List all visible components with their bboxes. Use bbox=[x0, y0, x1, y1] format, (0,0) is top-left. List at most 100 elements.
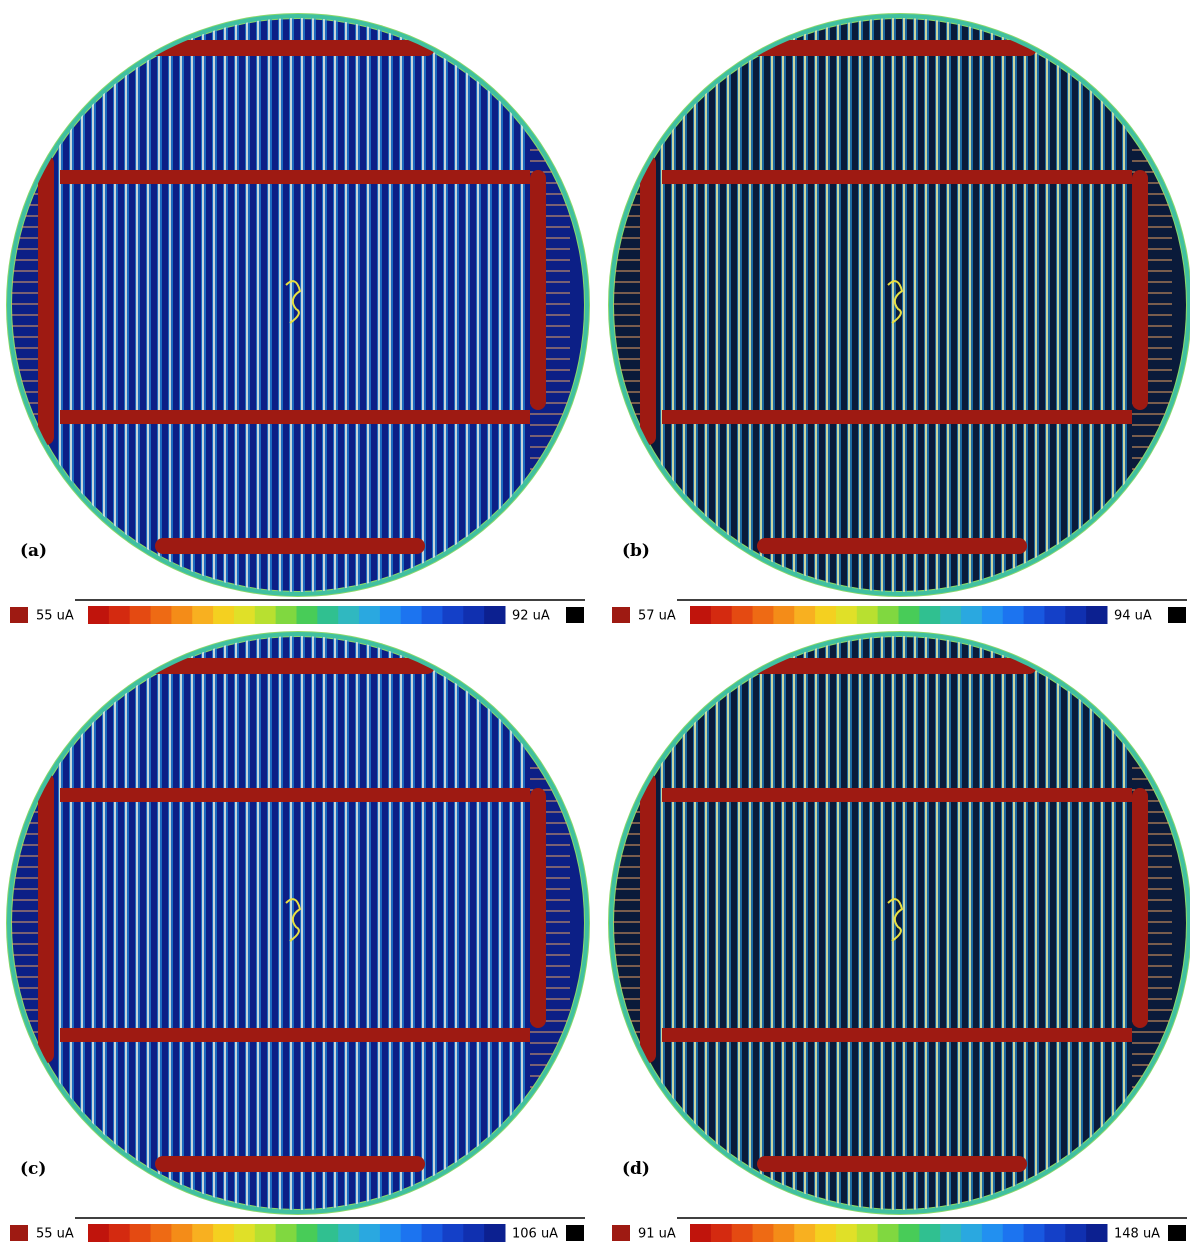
colorbar-step bbox=[317, 1224, 339, 1242]
contact-mark bbox=[887, 280, 904, 324]
colorbar-step bbox=[1002, 1224, 1025, 1242]
colorbar-step bbox=[1065, 1224, 1087, 1242]
colorbar-step bbox=[1002, 606, 1025, 624]
busbar-right bbox=[1132, 170, 1148, 410]
panel: (b) 57 uA 94 uA bbox=[608, 13, 1190, 624]
colorbar-step bbox=[129, 606, 152, 624]
colorbar-step bbox=[150, 606, 172, 624]
colorbar-step bbox=[794, 1224, 816, 1242]
cell-body bbox=[12, 637, 584, 1209]
colorbar-step bbox=[856, 1224, 879, 1242]
max-swatch bbox=[1168, 607, 1186, 623]
cell-edge bbox=[7, 632, 589, 1214]
colorbar-step bbox=[1023, 1224, 1045, 1242]
colorbar-step bbox=[898, 606, 920, 624]
colorbar-step bbox=[940, 606, 962, 624]
busbar-bottom bbox=[155, 1156, 425, 1172]
colorbar-step bbox=[442, 606, 464, 624]
colorbar-step bbox=[898, 1224, 920, 1242]
panel-label: (c) bbox=[20, 1159, 46, 1179]
colorbar-step bbox=[359, 1224, 381, 1242]
colorbar-step bbox=[108, 606, 131, 624]
busbar-right bbox=[530, 170, 546, 410]
colorbar-min: 57 uA bbox=[638, 609, 676, 624]
busbar-left bbox=[38, 773, 54, 1063]
colorbar-step bbox=[1023, 606, 1045, 624]
colorbar-step bbox=[379, 606, 402, 624]
colorbar-step bbox=[192, 1224, 214, 1242]
colorbar-step bbox=[919, 606, 941, 624]
colorbar-step bbox=[835, 1224, 858, 1242]
colorbar-step bbox=[213, 606, 235, 624]
colorbar-step bbox=[275, 606, 297, 624]
colorbar-step bbox=[856, 606, 879, 624]
busbar-left bbox=[640, 773, 656, 1063]
colorbar-step bbox=[1044, 606, 1066, 624]
colorbar-step bbox=[233, 606, 256, 624]
colorbar-step bbox=[317, 606, 339, 624]
colorbar-step bbox=[710, 1224, 733, 1242]
panel: (a) 55 uA 92 uA bbox=[6, 13, 590, 624]
colorbar-step bbox=[442, 1224, 464, 1242]
colorbar-step bbox=[919, 1224, 941, 1242]
colorbar-step bbox=[773, 606, 795, 624]
busbar-left bbox=[640, 155, 656, 445]
colorbar-step bbox=[400, 1224, 423, 1242]
busbar-top bbox=[145, 658, 435, 674]
colorbar-step bbox=[815, 606, 837, 624]
colorbar-step bbox=[275, 1224, 297, 1242]
colorbar-step bbox=[400, 606, 423, 624]
colorbar-step bbox=[940, 1224, 962, 1242]
colorbar-step bbox=[338, 1224, 360, 1242]
colorbar-step bbox=[254, 1224, 277, 1242]
colorbar-step bbox=[254, 606, 277, 624]
colorbar-min: 91 uA bbox=[638, 1227, 676, 1242]
busbar-left bbox=[38, 155, 54, 445]
colorbar-step bbox=[192, 606, 214, 624]
busbar-bottom bbox=[155, 538, 425, 554]
colorbar-step bbox=[484, 606, 506, 624]
cell-edge bbox=[7, 14, 589, 596]
colorbar-step bbox=[773, 1224, 795, 1242]
colorbar-step bbox=[296, 1224, 318, 1242]
colorbar-step bbox=[379, 1224, 402, 1242]
colorbar-max: 106 uA bbox=[512, 1227, 558, 1242]
busbar-top bbox=[145, 40, 435, 56]
colorbar-step bbox=[421, 606, 443, 624]
colorbar-step bbox=[877, 606, 899, 624]
colorbar-step bbox=[1086, 1224, 1108, 1242]
cell-body bbox=[614, 19, 1186, 591]
colorbar-step bbox=[213, 1224, 235, 1242]
busbar-bottom bbox=[757, 538, 1027, 554]
colorbar-step bbox=[731, 1224, 754, 1242]
panel-label: (d) bbox=[622, 1159, 650, 1179]
colorbar-step bbox=[835, 606, 858, 624]
busbar bbox=[60, 788, 530, 802]
colorbar-step bbox=[1065, 606, 1087, 624]
max-swatch bbox=[566, 607, 584, 623]
busbar-top bbox=[747, 658, 1037, 674]
busbar-top bbox=[747, 40, 1037, 56]
colorbar-step bbox=[171, 1224, 193, 1242]
max-swatch bbox=[566, 1225, 584, 1241]
cell-edge bbox=[609, 14, 1190, 596]
panel-label: (b) bbox=[622, 541, 650, 561]
colorbar-step bbox=[710, 606, 733, 624]
colorbar-step bbox=[150, 1224, 172, 1242]
colorbar-min: 55 uA bbox=[36, 1227, 74, 1242]
contact-mark bbox=[285, 898, 302, 942]
panel: (c) 55 uA 106 uA bbox=[6, 631, 590, 1242]
colorbar-step bbox=[981, 606, 1004, 624]
busbar bbox=[60, 410, 530, 424]
cell bbox=[10, 633, 584, 1213]
busbar-right bbox=[1132, 788, 1148, 1028]
colorbar-step bbox=[359, 606, 381, 624]
colorbar-max: 94 uA bbox=[1114, 609, 1152, 624]
colorbar-step bbox=[1086, 606, 1108, 624]
cell-body bbox=[12, 19, 584, 591]
colorbar-step bbox=[731, 606, 754, 624]
busbar bbox=[662, 788, 1132, 802]
colorbar-step bbox=[129, 1224, 152, 1242]
colorbar-step bbox=[88, 606, 110, 624]
